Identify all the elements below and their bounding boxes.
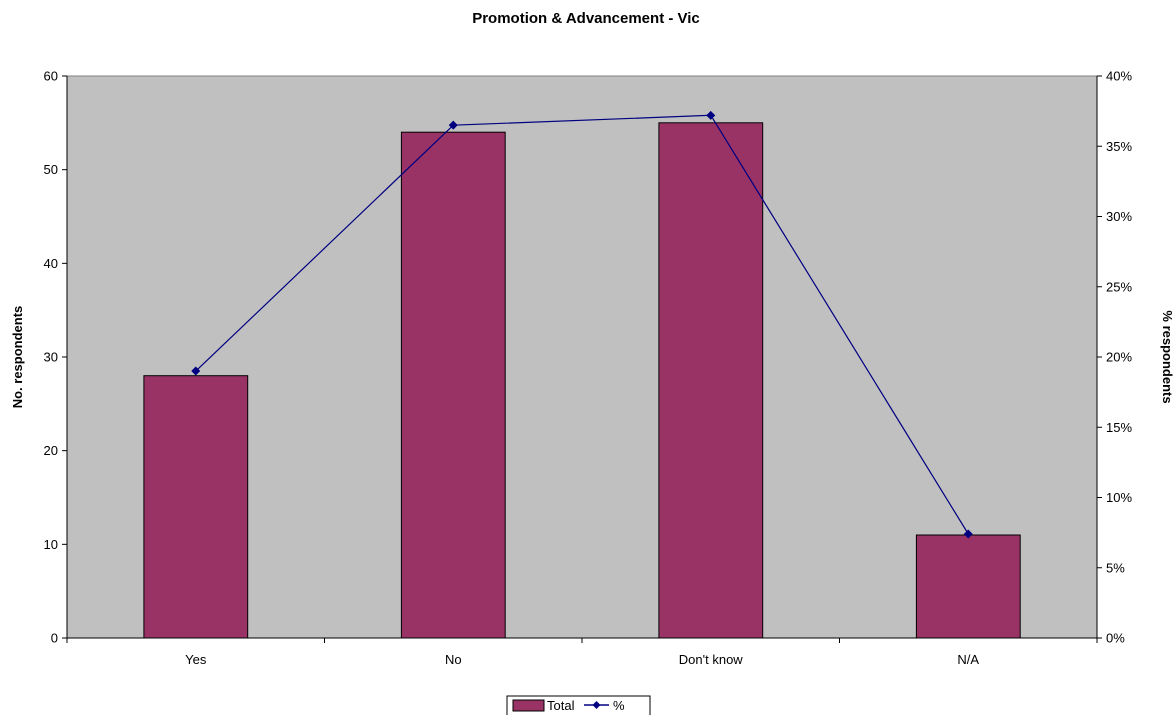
x-tick-label-1: No: [445, 652, 462, 667]
legend: Total %: [506, 695, 651, 715]
left-axis: 0 10 20 30 40 50 60: [44, 69, 68, 646]
left-tick-label-6: 60: [44, 69, 58, 84]
percent-marker-1: [448, 120, 458, 130]
y-axis-title: No. respondents: [10, 306, 25, 409]
legend-percent-marker: [592, 701, 601, 709]
bar-2: [658, 122, 764, 639]
line-series-group: [191, 110, 973, 539]
right-tick-label-2: 10%: [1106, 490, 1132, 505]
right-tick-label-6: 30%: [1106, 209, 1132, 224]
left-tick-label-3: 30: [44, 350, 58, 365]
percent-marker-2: [706, 110, 716, 120]
x-axis: Yes No Don't know N/A: [66, 637, 1098, 667]
right-tick-label-8: 40%: [1106, 69, 1132, 84]
x-tick-label-3: N/A: [957, 652, 979, 667]
percent-line: [195, 114, 969, 535]
bar-3: [915, 534, 1021, 639]
left-tick-label-0: 0: [51, 631, 58, 646]
legend-total-label: Total: [547, 698, 575, 713]
left-tick-label-5: 50: [44, 162, 58, 177]
legend-percent-label: %: [613, 698, 625, 713]
y2-axis-title: % respondents: [1160, 310, 1173, 403]
chart-title: Promotion & Advancement - Vic: [472, 10, 700, 27]
x-tick-label-2: Don't know: [679, 652, 744, 667]
left-tick-label-4: 40: [44, 256, 58, 271]
percent-marker-3: [963, 529, 973, 539]
legend-total-swatch: [512, 699, 545, 712]
left-tick-label-2: 20: [44, 443, 58, 458]
x-tick-label-0: Yes: [185, 652, 207, 667]
bar-1: [400, 131, 506, 639]
left-tick-label-1: 10: [44, 537, 58, 552]
bar-0: [143, 375, 249, 639]
percent-marker-0: [191, 366, 201, 376]
right-tick-label-5: 25%: [1106, 279, 1132, 294]
right-axis: 0% 5% 10% 15% 20% 25% 30% 35% 40%: [1096, 69, 1132, 646]
right-tick-label-4: 20%: [1106, 350, 1132, 365]
right-tick-label-0: 0%: [1106, 631, 1125, 646]
right-tick-label-7: 35%: [1106, 139, 1132, 154]
right-tick-label-3: 15%: [1106, 420, 1132, 435]
bars-group: [143, 122, 1021, 639]
right-tick-label-1: 5%: [1106, 560, 1125, 575]
